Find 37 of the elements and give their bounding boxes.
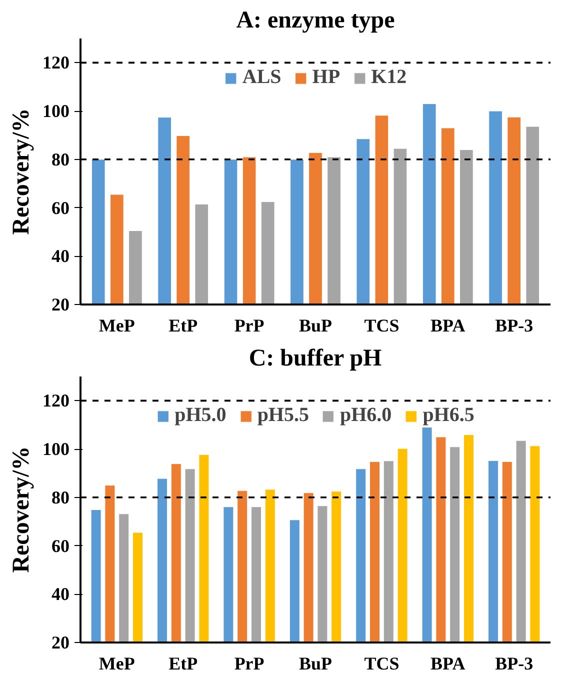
- x-tick-label: BPA: [430, 654, 466, 674]
- y-axis-title: Recovery/%: [8, 108, 34, 235]
- y-tick-label: 80: [52, 487, 70, 508]
- y-tick-label: 120: [42, 52, 70, 73]
- y-tick-label: 60: [52, 536, 70, 556]
- legend-label: pH6.0: [340, 404, 392, 427]
- x-tick-label: BP-3: [495, 654, 534, 674]
- x-tick-label: MeP: [98, 654, 135, 674]
- y-axis-title: Recovery/%: [8, 446, 34, 573]
- chart-title: C: buffer pH: [248, 346, 382, 372]
- x-tick-label: TCS: [364, 316, 400, 336]
- x-tick-label: BuP: [298, 316, 332, 336]
- legend-label: K12: [371, 66, 407, 89]
- y-tick-label: 20: [52, 294, 70, 314]
- y-tick-label: 100: [42, 101, 70, 122]
- x-tick-label: BuP: [298, 654, 332, 674]
- x-tick-label: EtP: [168, 654, 198, 674]
- x-tick-label: TCS: [364, 654, 400, 674]
- x-tick-label: PrP: [234, 316, 264, 336]
- x-tick-label: BP-3: [495, 316, 534, 336]
- y-tick-label: 40: [52, 246, 70, 266]
- y-tick-label: 20: [52, 632, 70, 652]
- legend-label: HP: [312, 66, 340, 89]
- x-tick-label: MeP: [98, 316, 135, 336]
- chart-title: A: enzyme type: [236, 8, 396, 34]
- legend-label: pH6.5: [422, 404, 474, 427]
- y-tick-label: 100: [42, 439, 70, 460]
- y-tick-label: 120: [42, 390, 70, 411]
- x-tick-label: PrP: [234, 654, 264, 674]
- legend-label: ALS: [242, 66, 282, 89]
- x-tick-label: EtP: [168, 316, 198, 336]
- legend-label: pH5.0: [174, 404, 226, 427]
- y-tick-label: 80: [52, 149, 70, 170]
- y-tick-label: 60: [52, 198, 70, 218]
- y-tick-label: 40: [52, 584, 70, 604]
- legend-label: pH5.5: [257, 404, 309, 427]
- x-tick-label: BPA: [430, 316, 466, 336]
